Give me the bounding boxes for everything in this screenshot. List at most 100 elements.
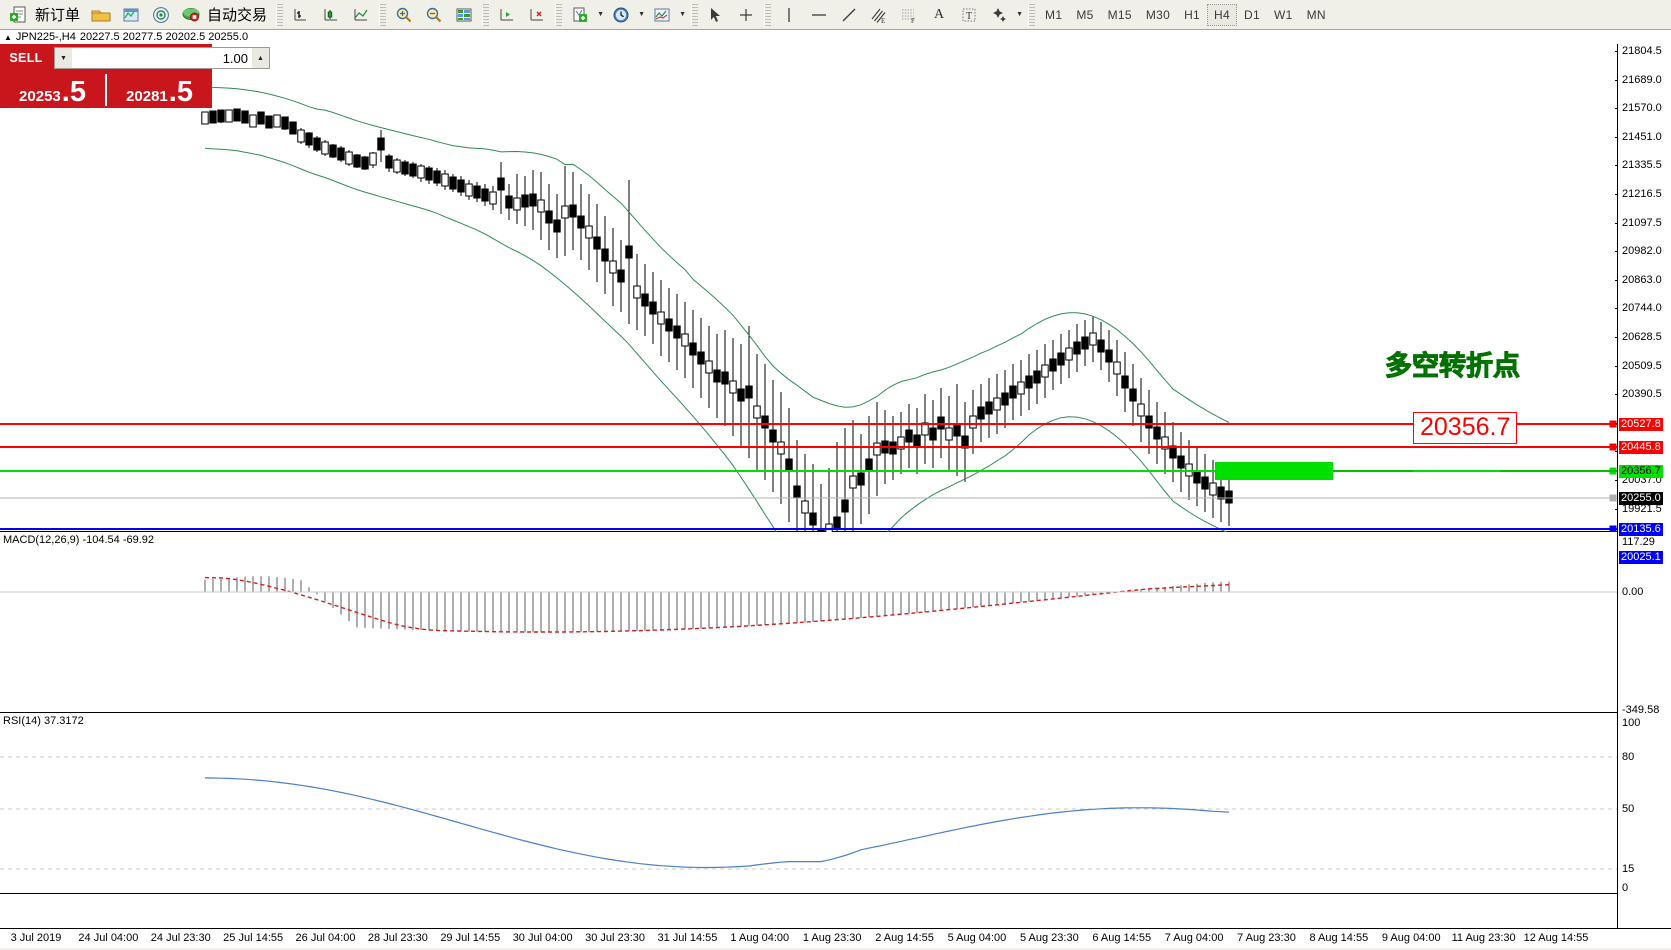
new-order-label[interactable]: 新订单: [35, 7, 81, 24]
price-callout: 20356.7: [1413, 412, 1518, 444]
folder-icon[interactable]: [86, 2, 116, 28]
price-level-label[interactable]: 20025.1: [1619, 551, 1663, 564]
price-level-label[interactable]: 20527.8: [1619, 418, 1663, 431]
timeframe-h1[interactable]: H1: [1184, 7, 1201, 22]
line-chart-icon[interactable]: [346, 2, 376, 28]
cursor-icon[interactable]: [701, 2, 731, 28]
timeframe-m15[interactable]: M15: [1107, 7, 1132, 22]
sell-price-integer: 20253: [19, 88, 61, 105]
time-axis-tick: 30 Jul 23:30: [585, 932, 646, 944]
timeframe-m1[interactable]: M1: [1045, 7, 1063, 22]
volume-down-arrow[interactable]: ▼: [55, 54, 72, 62]
sell-price[interactable]: 20253 .5: [0, 72, 105, 108]
rsi-axis-tick: 80: [1622, 751, 1635, 763]
equidistant-channel-icon[interactable]: E: [864, 2, 894, 28]
volume-stepper[interactable]: ▼ ▲: [54, 47, 270, 69]
vline-icon[interactable]: [774, 2, 804, 28]
axis-tick-mark: [1615, 194, 1618, 195]
indicators-icon[interactable]: [647, 2, 677, 28]
candlestick-icon[interactable]: [316, 2, 346, 28]
period-dropdown-arrow[interactable]: ▼: [638, 11, 645, 18]
rsi-axis-tick: 100: [1622, 717, 1641, 729]
time-axis-tick: 1 Aug 04:00: [730, 932, 790, 944]
terminal-icon[interactable]: [116, 2, 146, 28]
autotrade-icon[interactable]: [176, 2, 206, 28]
bar-chart-icon[interactable]: [286, 2, 316, 28]
buy-button[interactable]: BUY: [284, 51, 312, 65]
price-chart-svg: [0, 86, 1617, 604]
chart-collapse-icon[interactable]: ▲: [4, 32, 12, 42]
shapes-icon[interactable]: [984, 2, 1014, 28]
timeframe-w1[interactable]: W1: [1273, 7, 1293, 22]
axis-tick-mark: [1615, 451, 1618, 453]
axis-tick-mark: [1615, 251, 1618, 253]
time-axis-tick: 3 Jul 2019: [10, 932, 62, 944]
time-axis-tick: 5 Aug 23:30: [1019, 932, 1079, 944]
indicators-dropdown-arrow[interactable]: ▼: [679, 11, 686, 18]
price-axis[interactable]: 21804.5 21689.0 21570.0 21451.0 21335.5 21216…: [1615, 44, 1671, 928]
buy-price[interactable]: 20281 .5: [107, 72, 212, 108]
trade-panel-top: SELL ▼ ▲ BUY: [0, 44, 311, 72]
data-window-icon[interactable]: [449, 2, 479, 28]
one-click-trading-panel[interactable]: SELL ▼ ▲ BUY 20253 .5 20281 .5: [0, 44, 311, 108]
autoscroll-icon[interactable]: [522, 2, 552, 28]
price-axis-tick: 20863.0: [1622, 273, 1662, 286]
toolbar-separator: [1028, 3, 1036, 26]
zoom-out-icon[interactable]: [419, 2, 449, 28]
timeframe-h4[interactable]: H4: [1207, 3, 1237, 26]
macd-axis-tick: -349.58: [1622, 704, 1660, 716]
text-icon[interactable]: A: [933, 6, 945, 22]
price-level-label[interactable]: 20445.8: [1619, 441, 1663, 454]
navigator-icon[interactable]: [146, 2, 176, 28]
price-pane[interactable]: 多空转折点 20356.7: [0, 44, 1617, 604]
time-axis-tick: 24 Jul 04:00: [78, 932, 139, 944]
templates-icon[interactable]: [565, 2, 595, 28]
trade-panel-prices: 20253 .5 20281 .5: [0, 72, 212, 108]
fibo-icon[interactable]: F: [894, 2, 924, 28]
volume-input[interactable]: [72, 48, 252, 68]
macd-pane[interactable]: MACD(12,26,9) -104.54 -69.92: [0, 533, 1617, 713]
price-axis-tick: 20982.0: [1622, 245, 1662, 258]
shift-icon[interactable]: [492, 2, 522, 28]
price-axis-tick: 21335.5: [1622, 159, 1662, 172]
shapes-dropdown-arrow[interactable]: ▼: [1016, 11, 1023, 18]
timeframe-m30[interactable]: M30: [1145, 7, 1171, 22]
axis-tick-mark: [1615, 308, 1618, 310]
rsi-axis-tick: 15: [1622, 863, 1635, 875]
timeframe-d1[interactable]: D1: [1244, 7, 1260, 22]
crosshair-icon[interactable]: [731, 2, 761, 28]
time-axis-tick: 24 Jul 23:30: [150, 932, 211, 944]
auto-trading-label[interactable]: 自动交易: [207, 7, 268, 24]
axis-tick-mark: [1615, 508, 1618, 510]
price-axis-tick: 21097.5: [1622, 216, 1662, 229]
volume-up-arrow[interactable]: ▲: [252, 54, 269, 62]
hline-icon[interactable]: [804, 2, 834, 28]
axis-tick-mark: [1615, 108, 1618, 110]
svg-text:E: E: [881, 17, 885, 24]
rsi-label: RSI(14) 37.3172: [3, 715, 87, 727]
price-level-label[interactable]: 20135.6: [1619, 523, 1663, 536]
price-level-label[interactable]: 20356.7: [1619, 465, 1663, 478]
period-icon[interactable]: [606, 2, 636, 28]
toolbar-separator: [555, 3, 563, 26]
templates-dropdown-arrow[interactable]: ▼: [597, 11, 604, 18]
toolbar-separator: [379, 3, 387, 26]
chart-area[interactable]: 多空转折点 20356.7 MACD(12,26,9) -104.54 -69.…: [0, 44, 1671, 928]
price-axis-tick: 21451.0: [1622, 130, 1662, 143]
timeframe-mn[interactable]: MN: [1306, 7, 1326, 22]
buy-price-decimal: .5: [168, 75, 193, 108]
price-level-label[interactable]: 20255.0: [1619, 492, 1663, 505]
text-label-icon[interactable]: T: [954, 2, 984, 28]
price-axis-tick: 21804.5: [1622, 45, 1662, 57]
zoom-in-icon[interactable]: [389, 2, 419, 28]
time-axis-tick: 7 Aug 23:30: [1237, 932, 1296, 944]
timeframe-group: M1 M5 M15 M30 H1 H4 D1 W1 MN: [1038, 3, 1333, 26]
timeframe-m5[interactable]: M5: [1076, 7, 1094, 22]
sell-button[interactable]: SELL: [9, 51, 43, 65]
trendline-icon[interactable]: [834, 2, 864, 28]
time-axis-tick: 25 Jul 14:55: [223, 932, 284, 944]
rsi-pane[interactable]: RSI(14) 37.3172: [0, 714, 1617, 894]
new-order-icon[interactable]: [4, 2, 34, 28]
time-axis-tick: 30 Jul 04:00: [512, 932, 573, 944]
time-axis[interactable]: 3 Jul 2019 24 Jul 04:00 24 Jul 23:30 25 Jul…: [0, 928, 1671, 950]
